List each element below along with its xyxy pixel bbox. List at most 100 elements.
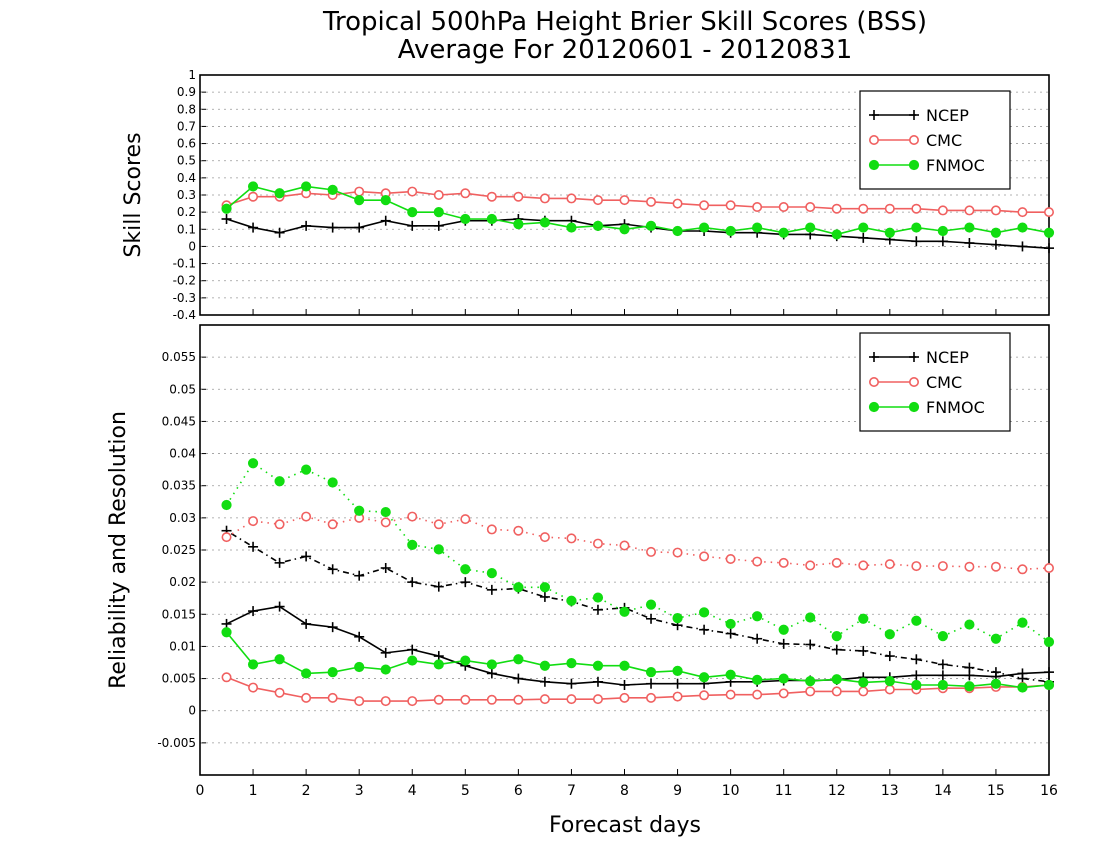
data-point (858, 222, 869, 233)
data-point (1017, 682, 1028, 693)
data-point (539, 676, 550, 687)
data-point (460, 514, 471, 525)
data-point (513, 694, 524, 705)
x-tick-label: 5 (461, 783, 470, 799)
data-point (566, 595, 577, 606)
x-tick-label: 15 (987, 783, 1005, 799)
data-point (247, 181, 259, 192)
data-point (354, 661, 365, 673)
data-point (486, 568, 497, 579)
data-point (858, 686, 869, 697)
data-point (884, 559, 895, 570)
data-point (327, 564, 338, 575)
data-point (778, 673, 789, 684)
x-tick-label: 14 (934, 783, 952, 799)
data-point (752, 222, 763, 233)
y-tick-label: 0.03 (169, 511, 196, 525)
data-point (433, 220, 444, 231)
data-point (486, 668, 497, 679)
data-point (248, 541, 259, 552)
data-point (460, 577, 471, 588)
legend: NCEP CMC FNMOC (859, 332, 1011, 432)
legend-marker (908, 159, 920, 171)
data-point (805, 676, 816, 687)
data-point (247, 458, 259, 469)
data-point (592, 676, 603, 687)
data-point (380, 647, 391, 658)
x-tick-label: 0 (196, 783, 205, 799)
data-point (911, 236, 922, 247)
data-point (407, 696, 418, 707)
data-point (460, 188, 471, 199)
data-point (646, 613, 657, 624)
data-point (778, 202, 789, 213)
data-point (274, 687, 285, 698)
legend-item-ncep: NCEP (869, 106, 969, 125)
series-line (225, 462, 1050, 643)
y-tick-label: -0.4 (173, 308, 196, 322)
data-point (619, 195, 630, 206)
data-point (301, 220, 312, 231)
data-point (566, 678, 577, 689)
data-point (884, 203, 895, 214)
data-point (858, 613, 869, 624)
y-tick-label: -0.3 (173, 291, 196, 305)
data-point (274, 227, 285, 238)
data-point (619, 680, 630, 690)
y-tick-label: 0.01 (169, 639, 196, 653)
x-tick-label: 10 (722, 783, 740, 799)
legend-item-fnmoc: FNMOC (868, 156, 985, 175)
legend: NCEP CMC FNMOC (859, 90, 1011, 190)
data-point (990, 678, 1002, 689)
data-point (725, 618, 736, 630)
data-point (698, 222, 710, 233)
legend-marker (869, 110, 879, 120)
data-point (990, 227, 1002, 238)
legend-item-cmc: CMC (868, 131, 962, 150)
data-point (513, 673, 524, 684)
data-point (407, 511, 418, 522)
y-tick-label: 0.04 (169, 447, 196, 461)
series-ncep-reliability (221, 601, 1054, 690)
data-point (592, 538, 603, 549)
legend-item-ncep: NCEP (869, 348, 969, 367)
plot-frame (199, 324, 1050, 776)
series-cmc-resolution (221, 511, 1055, 575)
data-point (698, 672, 710, 683)
data-point (301, 551, 312, 562)
data-point (646, 692, 657, 703)
data-point (619, 224, 630, 235)
data-point (752, 689, 763, 700)
data-point (566, 658, 577, 669)
data-point (380, 195, 391, 206)
data-point (884, 651, 895, 662)
data-point (301, 181, 312, 192)
data-point (1043, 227, 1055, 238)
data-point (990, 561, 1001, 572)
data-point (248, 222, 259, 233)
data-point (937, 561, 948, 572)
plot-frame (199, 74, 1050, 316)
data-point (486, 584, 497, 595)
y-tick-label: 0.015 (162, 607, 196, 621)
series-ncep (221, 214, 1054, 254)
data-point (221, 499, 232, 511)
data-point (486, 191, 497, 202)
y-tick-label: 0.005 (162, 672, 196, 686)
data-point (990, 205, 1001, 216)
data-point (858, 560, 869, 571)
series-line (226, 676, 1050, 702)
data-point (672, 198, 683, 209)
data-point (354, 186, 365, 197)
legend-marker (868, 401, 880, 413)
data-point (672, 225, 683, 237)
reliability-resolution-panel: 0.055 0.05 0.045 0.04 0.035 0.03 0.025 0.02 0.01… (106, 324, 1055, 776)
data-point (539, 660, 551, 671)
data-point (752, 556, 763, 567)
data-point (1044, 562, 1055, 573)
data-point (592, 592, 604, 603)
series-cmc-reliability (221, 672, 1055, 707)
data-point (699, 624, 710, 635)
legend-marker (909, 352, 919, 362)
data-point (566, 533, 577, 544)
